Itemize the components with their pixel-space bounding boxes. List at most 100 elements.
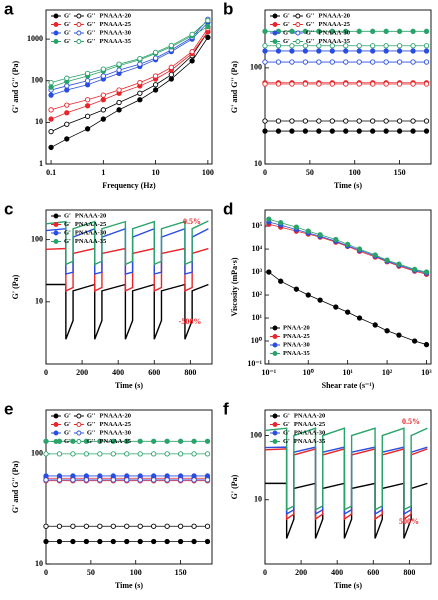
- legend-label: PNAA-30: [283, 341, 310, 348]
- legend-marker: [76, 13, 82, 19]
- y-tick-label: 10: [35, 297, 43, 306]
- data-point: [383, 59, 389, 65]
- legend-group: PNAAA-30: [75, 229, 106, 236]
- legend-marker: [272, 430, 278, 436]
- data-point: [116, 99, 122, 106]
- data-point: [289, 118, 295, 124]
- legend-marker: [53, 239, 59, 244]
- plot-frame: [45, 9, 213, 165]
- x-tick-label: 150: [175, 568, 187, 577]
- data-point: [289, 128, 295, 134]
- data-point: [84, 78, 91, 84]
- data-point: [266, 269, 272, 275]
- data-point: [262, 59, 268, 65]
- x-tick-label: 400: [331, 568, 343, 577]
- data-point: [48, 128, 54, 135]
- data-point: [345, 241, 351, 248]
- data-point: [84, 70, 91, 77]
- data-point: [356, 128, 362, 134]
- legend-label: G': [283, 412, 290, 419]
- data-point: [151, 538, 157, 545]
- x-axis-title: Frequency (Hz): [102, 181, 156, 190]
- data-point: [137, 438, 143, 444]
- x-tick-label: 800: [403, 568, 415, 577]
- data-point: [383, 118, 389, 124]
- data-point: [43, 438, 49, 444]
- data-point: [43, 523, 49, 529]
- data-point: [137, 79, 143, 86]
- legend-group: PNAAA-20: [319, 12, 350, 19]
- x-tick-label: 10¹: [342, 368, 353, 377]
- legend-marker: [295, 39, 301, 44]
- data-point: [333, 236, 339, 243]
- data-point: [329, 128, 335, 134]
- plot-frame: [45, 209, 213, 365]
- data-point: [83, 451, 90, 457]
- data-point: [137, 61, 143, 67]
- legend-marker: [53, 39, 59, 44]
- data-point: [423, 81, 430, 87]
- data-point: [410, 48, 416, 54]
- data-point: [329, 48, 335, 54]
- x-axis-title: Time (s): [334, 181, 362, 190]
- data-point: [189, 31, 195, 38]
- legend-marker: [272, 422, 278, 427]
- panel: e 0 50 100 150 10 100 Time (s) G' and G'' (Pa) G'…: [4, 399, 213, 590]
- data-point: [137, 97, 143, 103]
- data-point: [100, 97, 106, 103]
- legend-marker: [76, 413, 82, 419]
- legend-marker: [272, 22, 278, 27]
- data-point: [262, 118, 268, 124]
- legend-label: G'': [306, 12, 315, 19]
- data-point: [116, 107, 122, 113]
- x-tick-label: 0: [44, 568, 48, 577]
- data-point: [177, 438, 184, 444]
- data-point: [316, 59, 322, 65]
- panel-letter: e: [4, 399, 13, 418]
- y-tick-label: 100: [250, 63, 262, 72]
- data-point: [262, 81, 268, 87]
- data-point: [100, 116, 106, 122]
- series-line: [50, 31, 209, 132]
- data-point: [289, 48, 295, 54]
- data-point: [302, 81, 309, 87]
- annotation: 0.5%: [402, 417, 420, 426]
- data-point: [293, 224, 300, 230]
- data-point: [84, 97, 91, 103]
- data-point: [410, 118, 416, 124]
- series-line: [45, 220, 209, 266]
- data-point: [97, 523, 103, 529]
- legend-group: PNAAA-20: [294, 412, 325, 419]
- data-point: [372, 322, 378, 328]
- legend-group: PNAAA-25: [100, 421, 132, 428]
- data-point: [370, 48, 376, 54]
- data-point: [370, 59, 376, 65]
- data-point: [423, 48, 430, 54]
- data-point: [396, 48, 403, 54]
- data-point: [48, 84, 54, 90]
- x-tick-label: 50: [87, 568, 95, 577]
- legend-marker: [53, 222, 59, 227]
- legend-marker: [76, 430, 82, 436]
- legend-marker: [272, 39, 278, 44]
- data-point: [177, 523, 184, 529]
- data-point: [316, 28, 322, 34]
- data-point: [205, 23, 211, 30]
- data-point: [316, 118, 322, 124]
- data-point: [189, 58, 195, 64]
- data-point: [177, 451, 184, 457]
- legend-group: PNAAA-35: [100, 38, 132, 45]
- data-point: [164, 438, 170, 444]
- data-point: [168, 42, 174, 49]
- y-axis-title: G' and G'' (Pa): [11, 461, 20, 514]
- panel-letter: b: [223, 0, 233, 18]
- legend-marker: [76, 39, 82, 44]
- y-axis-title: Viscosity (mPa·s): [230, 257, 239, 316]
- panel-letter: c: [4, 199, 13, 218]
- data-point: [423, 128, 430, 134]
- legend-label: G': [64, 229, 71, 236]
- data-point: [343, 128, 349, 134]
- x-tick-label: 10³: [421, 368, 432, 377]
- data-point: [343, 48, 349, 54]
- data-point: [83, 477, 90, 483]
